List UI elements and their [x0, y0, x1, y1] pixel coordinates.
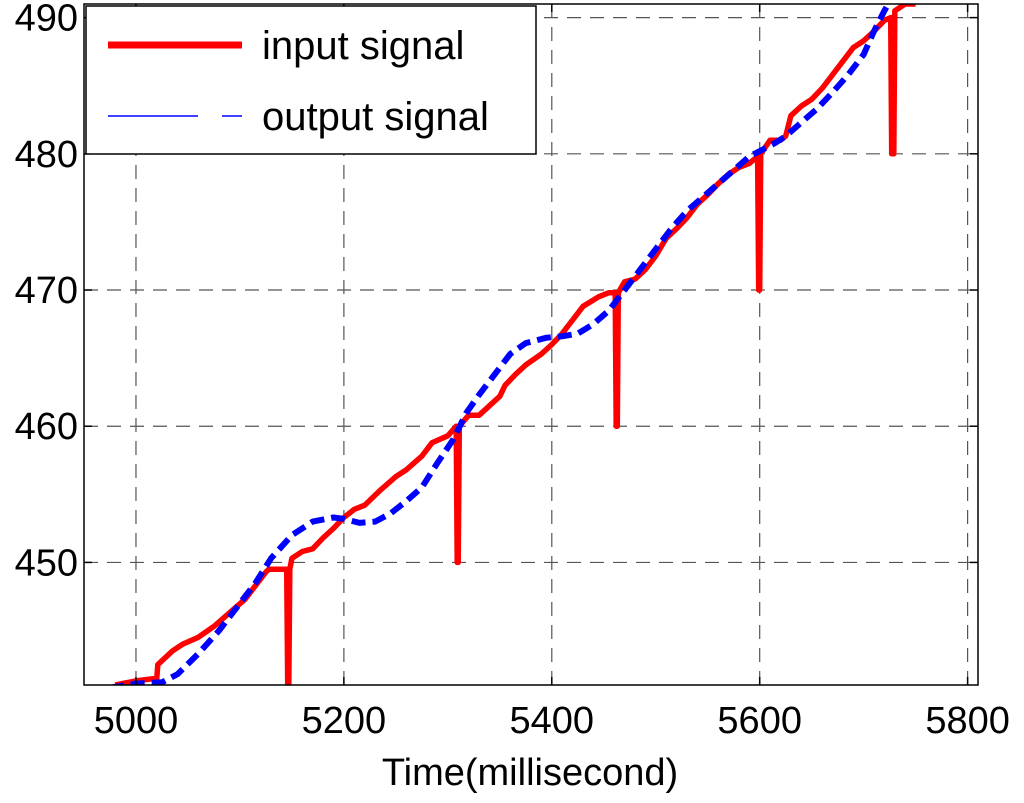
- y-tick-label: 470: [15, 270, 78, 312]
- y-axis: 450 460 470 480 490: [15, 0, 978, 584]
- y-tick-label: 490: [15, 0, 78, 40]
- legend: input signal output signal: [85, 5, 537, 155]
- y-tick-label: 480: [15, 134, 78, 176]
- legend-label-output-signal: output signal: [262, 95, 489, 139]
- x-tick-label: 5600: [717, 700, 802, 742]
- plot-frame: [83, 3, 979, 686]
- x-tick-label: 5800: [925, 700, 1010, 742]
- legend-box: [85, 5, 537, 155]
- y-tick-label: 450: [15, 542, 78, 584]
- x-tick-label: 5000: [94, 700, 179, 742]
- x-tick-label: 5200: [302, 700, 387, 742]
- x-tick-label: 5400: [510, 700, 595, 742]
- series-area: [109, 4, 916, 685]
- x-axis: 5000 5200 5400 5600 5800: [94, 4, 1010, 742]
- x-axis-title: Time(millisecond): [382, 752, 678, 794]
- legend-label-input-signal: input signal: [262, 24, 464, 68]
- y-tick-label: 460: [15, 406, 78, 448]
